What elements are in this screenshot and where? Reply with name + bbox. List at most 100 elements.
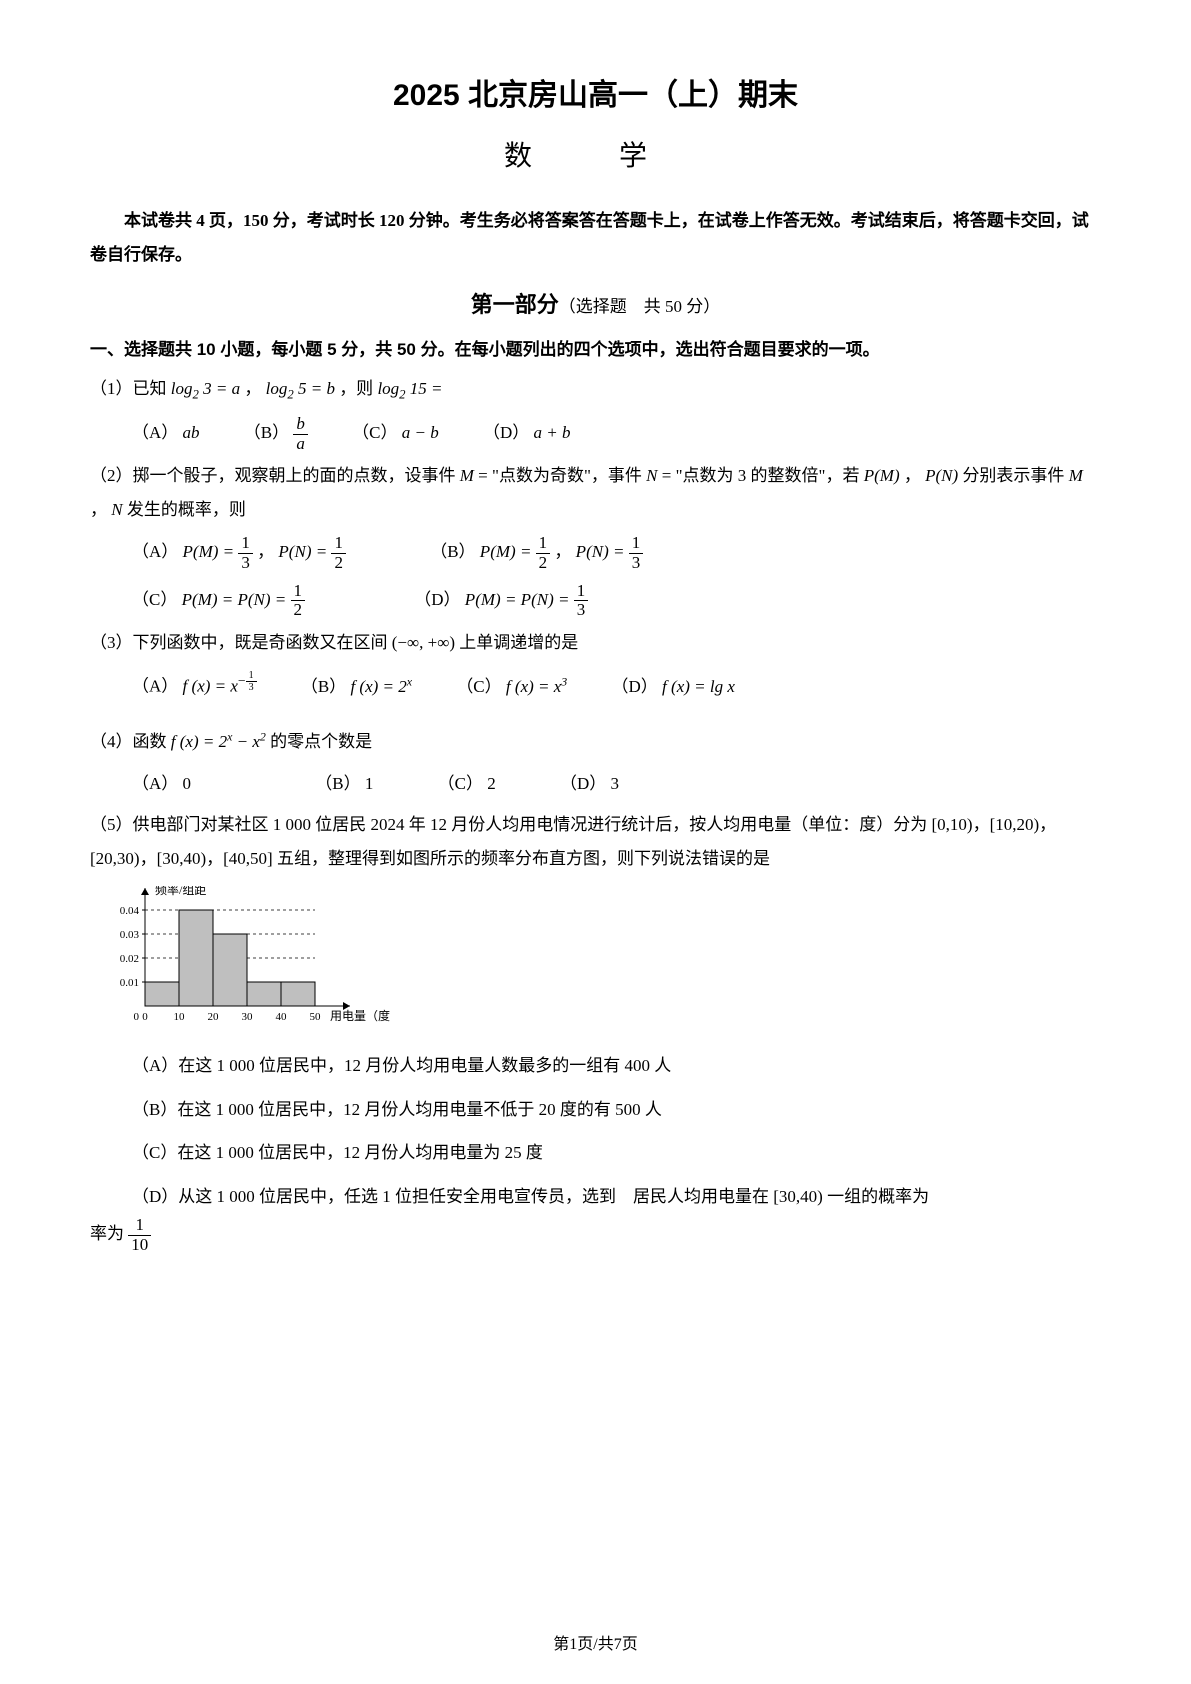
q1-optB-num: b [296, 414, 305, 433]
q3-optA-label: （A） [132, 677, 178, 696]
q2b-pm-d: 2 [536, 554, 551, 573]
q4-optD-label: （D） [560, 774, 606, 793]
q1-sep1: ， [244, 379, 261, 398]
q5-optD-prob: 率为 110 [90, 1224, 151, 1243]
q2b-pn-d: 3 [629, 554, 644, 573]
q2a-pn-d: 2 [331, 554, 346, 573]
q2a-pm-d: 3 [238, 554, 253, 573]
q4-optB-val: 1 [365, 774, 374, 793]
svg-text:10: 10 [174, 1011, 186, 1023]
q1-stem-prefix: （1）已知 [90, 379, 167, 398]
q2d-d: 3 [574, 601, 589, 620]
q2d-n: 1 [574, 582, 589, 602]
q3a-sign: − [238, 673, 246, 688]
section-1-instr: 一、选择题共 10 小题，每小题 5 分，共 50 分。在每小题列出的四个选项中… [90, 334, 1101, 366]
section-1-subtitle: （选择题 共 50 分） [559, 297, 721, 316]
q3a-exp-d: 3 [246, 682, 257, 693]
q2b-sep: ， [554, 542, 571, 561]
main-title: 2025 北京房山高一（上）期末 [90, 70, 1101, 114]
svg-text:30: 30 [242, 1011, 254, 1023]
page: 2025 北京房山高一（上）期末 数 学 本试卷共 4 页，150 分，考试时长… [0, 0, 1191, 1684]
q4-optC-label: （C） [438, 774, 483, 793]
svg-text:0: 0 [142, 1011, 148, 1023]
question-4: （4）函数 f (x) = 2x − x2 的零点个数是 [90, 725, 1101, 759]
q5d-d: 10 [128, 1236, 151, 1255]
q5-optC: （C）在这 1 000 位居民中，12 月份人均用电量为 25 度 [132, 1134, 1101, 1171]
q2b-pm-n: 1 [536, 534, 551, 554]
q1-optA: （A） ab [132, 414, 200, 451]
q4-optD: （D） 3 [560, 765, 619, 802]
svg-text:用电量（度）: 用电量（度） [330, 1008, 390, 1023]
q5-options: （A）在这 1 000 位居民中，12 月份人均用电量人数最多的一组有 400 … [90, 1047, 1101, 1254]
q4-optB-label: （B） [315, 774, 360, 793]
histogram-svg: 0.01 0.02 0.03 0.04 0 10 20 30 40 50 频率/组距用电量（度） 0 [90, 886, 390, 1041]
svg-text:0.04: 0.04 [120, 905, 140, 917]
svg-text:0.01: 0.01 [120, 977, 139, 989]
q4-options: （A） 0 （B） 1 （C） 2 （D） 3 [90, 765, 1101, 802]
q3-optA: （A） f (x) = x−13 [132, 666, 257, 705]
q3-optC-label: （C） [456, 677, 501, 696]
q1-optC-label: （C） [352, 423, 397, 442]
svg-text:0.02: 0.02 [120, 953, 139, 965]
q2-optD-label: （D） [414, 590, 460, 609]
q3-optB-label: （B） [301, 677, 346, 696]
q2a-pn-n: 1 [331, 534, 346, 554]
q1-optB-den: a [296, 434, 305, 453]
q2b-pn-n: 1 [629, 534, 644, 554]
svg-text:频率/组距: 频率/组距 [155, 886, 206, 897]
q5-optB: （B）在这 1 000 位居民中，12 月份人均用电量不低于 20 度的有 50… [132, 1091, 1101, 1128]
q4-optD-val: 3 [611, 774, 620, 793]
q2a-pm-n: 1 [238, 534, 253, 554]
q2c-n: 1 [291, 582, 306, 602]
question-2: （2）掷一个骰子，观察朝上的面的点数，设事件 M = "点数为奇数"，事件 N … [90, 459, 1101, 527]
q1-optB: （B） ba [244, 414, 308, 453]
svg-text:40: 40 [276, 1011, 288, 1023]
q4-optB: （B） 1 [315, 765, 373, 802]
q1-sep2: ，则 [339, 379, 373, 398]
q3-optC: （C） f (x) = x3 [456, 668, 567, 705]
q5d-n: 1 [128, 1216, 151, 1236]
svg-text:20: 20 [208, 1011, 220, 1023]
q2-optC: （C） P(M) = P(N) = 12 [132, 581, 305, 620]
q1-optA-label: （A） [132, 423, 178, 442]
q3-optD-label: （D） [612, 677, 658, 696]
question-1: （1）已知 log2 3 = a ， log2 5 = b ，则 log2 15… [90, 372, 1101, 408]
q1-optB-label: （B） [244, 423, 289, 442]
q4-optA-val: 0 [183, 774, 192, 793]
q2-optB-label: （B） [430, 542, 475, 561]
q4-optA-label: （A） [132, 774, 178, 793]
q2a-sep: ， [257, 542, 274, 561]
q3-options: （A） f (x) = x−13 （B） f (x) = 2x （C） f (x… [90, 666, 1101, 705]
page-footer: 第1页/共7页 [0, 1630, 1191, 1654]
exam-instructions: 本试卷共 4 页，150 分，考试时长 120 分钟。考生务必将答案答在答题卡上… [90, 204, 1101, 272]
svg-text:0: 0 [134, 1011, 140, 1023]
q2c-d: 2 [291, 601, 306, 620]
subject-title: 数 学 [90, 134, 1101, 174]
q4-optC: （C） 2 [438, 765, 496, 802]
q1-optC: （C） a − b [352, 414, 439, 451]
q5-optD: （D）从这 1 000 位居民中，任选 1 位担任安全用电宣传员，选到 居民人均… [90, 1178, 1101, 1255]
section-1-title: 第一部分 [471, 292, 559, 317]
q2-options: （A） P(M) = 13 ， P(N) = 12 （B） P(M) = 12 … [90, 533, 1101, 620]
q3a-exp-n: 1 [246, 670, 257, 682]
q1-options: （A） ab （B） ba （C） a − b （D） a + b [90, 414, 1101, 453]
q2-optC-label: （C） [132, 590, 177, 609]
histogram-chart: 0.01 0.02 0.03 0.04 0 10 20 30 40 50 频率/组距用电量（度） 0 [90, 886, 1101, 1041]
q2-optB: （B） P(M) = 12 ， P(N) = 13 [430, 533, 643, 572]
q3-optB: （B） f (x) = 2x [301, 668, 412, 705]
q2-optD: （D） P(M) = P(N) = 13 [414, 581, 588, 620]
q5-optA: （A）在这 1 000 位居民中，12 月份人均用电量人数最多的一组有 400 … [132, 1047, 1101, 1084]
section-1-header: 第一部分（选择题 共 50 分） [90, 287, 1101, 319]
q5-optD-pre: （D）从这 1 000 位居民中，任选 1 位担任安全用电宣传员，选到 居民人均… [90, 1187, 929, 1206]
q4-optA: （A） 0 [132, 765, 191, 802]
q1-eq3: log2 15 = [377, 379, 442, 398]
svg-text:50: 50 [310, 1011, 322, 1023]
svg-text:0.03: 0.03 [120, 929, 140, 941]
q1-eq2: log2 5 = b [266, 379, 335, 398]
q1-optD: （D） a + b [483, 414, 571, 451]
question-3: （3）下列函数中，既是奇函数又在区间 (−∞, +∞) 上单调递增的是 [90, 626, 1101, 660]
q4-optC-val: 2 [487, 774, 496, 793]
q2-optA-label: （A） [132, 542, 178, 561]
q1-eq: log2 3 = a [171, 379, 240, 398]
q3-optD: （D） f (x) = lg x [612, 668, 735, 705]
